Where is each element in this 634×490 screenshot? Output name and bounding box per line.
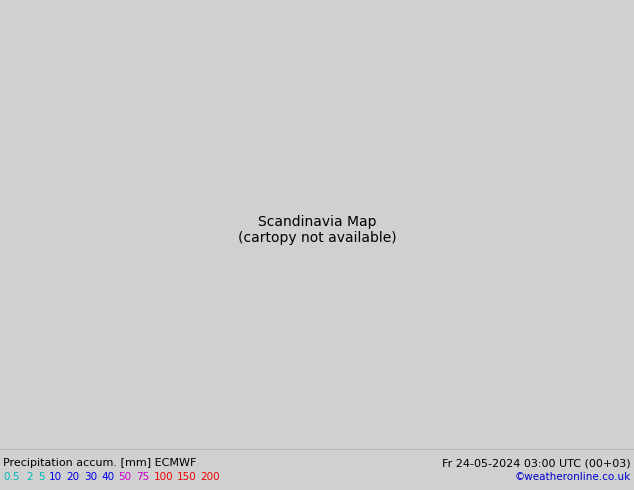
Text: 40: 40 — [101, 472, 114, 482]
Text: Precipitation accum. [mm] ECMWF: Precipitation accum. [mm] ECMWF — [3, 458, 197, 468]
Text: 50: 50 — [119, 472, 132, 482]
Text: Scandinavia Map
(cartopy not available): Scandinavia Map (cartopy not available) — [238, 215, 396, 245]
Text: 30: 30 — [84, 472, 97, 482]
Text: 150: 150 — [177, 472, 197, 482]
Text: 75: 75 — [136, 472, 149, 482]
Text: 5: 5 — [38, 472, 44, 482]
Text: 10: 10 — [49, 472, 62, 482]
Text: 20: 20 — [67, 472, 79, 482]
Text: 2: 2 — [27, 472, 33, 482]
Text: ©weatheronline.co.uk: ©weatheronline.co.uk — [515, 472, 631, 482]
Text: 100: 100 — [153, 472, 173, 482]
Text: 200: 200 — [200, 472, 220, 482]
Text: Fr 24-05-2024 03:00 UTC (00+03): Fr 24-05-2024 03:00 UTC (00+03) — [443, 458, 631, 468]
Text: 0.5: 0.5 — [3, 472, 20, 482]
